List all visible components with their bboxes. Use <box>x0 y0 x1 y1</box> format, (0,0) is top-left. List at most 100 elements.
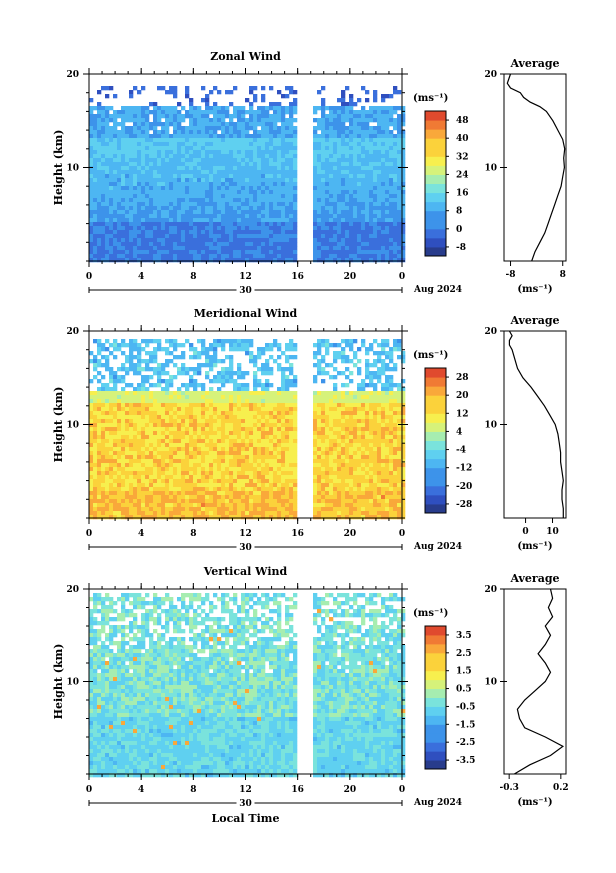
colorbar-swatch <box>425 183 446 194</box>
colorbar-swatch <box>425 201 446 212</box>
colorbar-swatch <box>425 210 446 221</box>
colorbar-swatch <box>425 228 446 239</box>
colorbar-swatch <box>425 129 446 139</box>
colorbar-tick-label: -20 <box>456 482 472 492</box>
colorbar-tick-label: 3.5 <box>456 631 472 641</box>
colorbar-swatch <box>425 219 446 230</box>
colorbar-tick-label: 2.5 <box>456 649 472 659</box>
x-tick-label: 0 <box>399 272 405 282</box>
colorbar-tick-label: 0.5 <box>456 685 472 695</box>
x-tick-label: 12 <box>239 785 252 795</box>
colorbar-swatch <box>425 751 446 761</box>
colorbar-swatch <box>425 377 446 387</box>
colorbar-swatch <box>425 697 446 707</box>
colorbar-unit: (ms⁻¹) <box>413 350 448 361</box>
colorbar-swatch <box>425 413 446 423</box>
colorbar-frame <box>424 625 447 770</box>
x-tick-label: 0 <box>399 529 405 539</box>
panel-title: Meridional Wind <box>194 307 298 320</box>
colorbar-swatch <box>425 431 446 441</box>
colorbar-swatch <box>425 174 446 184</box>
y-axis-label: Height (km) <box>52 130 65 206</box>
colorbar-unit: (ms⁻¹) <box>413 608 448 619</box>
colorbar-swatch <box>425 147 446 157</box>
average-x-unit: (ms⁻¹) <box>517 541 552 552</box>
average-profile-line <box>506 73 566 262</box>
x-tick-label: 16 <box>291 272 304 282</box>
average-x-tick-label: 0.2 <box>553 783 569 793</box>
colorbar-swatch <box>425 661 446 672</box>
colorbar-tick-label: 12 <box>456 409 469 419</box>
date-suffix: Aug 2024 <box>413 285 462 295</box>
x-tick-label: 0 <box>86 785 92 795</box>
colorbar-tick-label: -2.5 <box>456 738 475 748</box>
average-frame <box>503 73 567 262</box>
colorbar-swatch <box>425 634 446 645</box>
colorbar-swatch <box>425 458 446 469</box>
date-label: 30 <box>239 286 252 296</box>
average-title: Average <box>509 57 559 70</box>
colorbar-tick-label: -0.5 <box>456 702 475 712</box>
average-x-unit: (ms⁻¹) <box>517 797 552 808</box>
colorbar-swatch <box>425 440 446 451</box>
colorbar-swatch <box>425 503 446 514</box>
x-tick-label: 12 <box>239 529 252 539</box>
colorbar-frame <box>424 367 447 514</box>
colorbar-swatch <box>425 733 446 743</box>
colorbar-tick-label: 20 <box>456 391 469 401</box>
colorbar-swatch <box>425 706 446 716</box>
average-y-tick-label: 10 <box>484 678 497 688</box>
average-profile-line <box>508 330 564 518</box>
y-tick-label: 20 <box>66 327 79 337</box>
date-label-bg <box>236 798 255 808</box>
x-tick-label: 20 <box>344 785 357 795</box>
date-label-bg <box>236 542 255 552</box>
colorbar-tick-label: 24 <box>456 170 469 180</box>
colorbar-tick-label: 8 <box>456 207 462 217</box>
x-tick-label: 8 <box>190 529 196 539</box>
x-tick-label: 20 <box>344 272 357 282</box>
x-tick-label: 20 <box>344 529 357 539</box>
colorbar-swatch <box>425 156 446 166</box>
colorbar-tick-label: -28 <box>456 500 472 510</box>
y-tick-label: 20 <box>66 585 79 595</box>
colorbar-swatch <box>425 724 446 734</box>
average-x-tick-label: 8 <box>560 270 566 280</box>
colorbar-tick-label: -4 <box>456 446 466 456</box>
colorbar-tick-label: 4 <box>456 427 462 437</box>
colorbar-swatch <box>425 138 446 148</box>
colorbar-swatch <box>425 715 446 725</box>
y-axis-label: Height (km) <box>52 387 65 463</box>
colorbar-swatch <box>425 404 446 414</box>
x-tick-label: 4 <box>138 529 144 539</box>
colorbar-swatch <box>425 449 446 460</box>
colorbar-frame <box>424 110 447 257</box>
colorbar-tick-label: 28 <box>456 373 469 383</box>
colorbar-swatch <box>425 422 446 432</box>
average-x-tick-label: -0.3 <box>499 783 518 793</box>
colorbar-swatch <box>425 670 446 681</box>
x-tick-label: 16 <box>291 529 304 539</box>
heatmap-cells <box>89 593 406 778</box>
average-title: Average <box>509 572 559 585</box>
colorbar-swatch <box>425 688 446 698</box>
colorbar-swatch <box>425 111 446 121</box>
y-tick-label: 10 <box>66 421 79 431</box>
x-tick-label: 4 <box>138 785 144 795</box>
average-y-tick-label: 10 <box>484 421 497 431</box>
colorbar-swatch <box>425 476 446 487</box>
average-y-tick-label: 20 <box>484 327 497 337</box>
colorbar-swatch <box>425 120 446 130</box>
panel-title: Zonal Wind <box>210 50 281 63</box>
heatmap-cells <box>89 339 406 520</box>
date-label: 30 <box>239 543 252 553</box>
average-x-tick-label: 0 <box>522 527 528 537</box>
colorbar-tick-label: 16 <box>456 189 469 199</box>
average-x-unit: (ms⁻¹) <box>517 284 552 295</box>
colorbar-tick-label: 48 <box>456 116 469 126</box>
average-frame <box>503 588 567 775</box>
colorbar-tick-label: -1.5 <box>456 720 475 730</box>
colorbar-tick-label: -8 <box>456 243 466 253</box>
y-tick-label: 10 <box>66 164 79 174</box>
